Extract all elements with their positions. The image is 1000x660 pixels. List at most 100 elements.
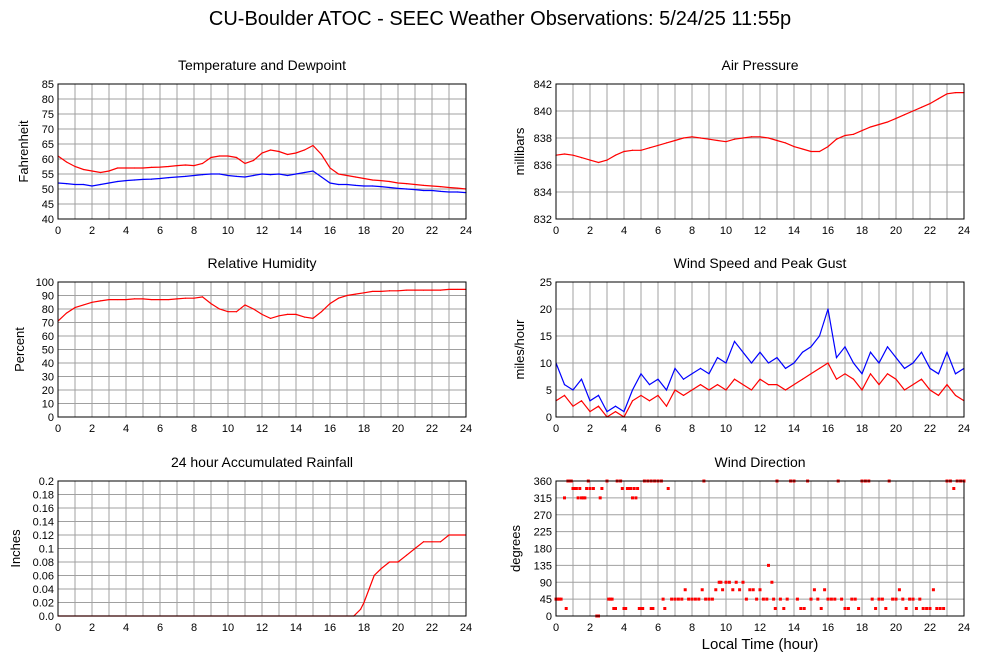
data-point (699, 137, 702, 139)
x-tick-label: 24 (460, 225, 472, 237)
data-point (346, 183, 348, 186)
data-point (665, 405, 668, 407)
data-point (719, 580, 723, 584)
data-point (227, 155, 229, 157)
data-point (269, 317, 272, 320)
data-point (852, 362, 855, 364)
data-point (682, 378, 685, 380)
data-point (252, 159, 255, 162)
data-point (895, 357, 897, 359)
data-point (699, 384, 702, 386)
y-tick-label: 834 (534, 187, 552, 199)
data-point (184, 297, 187, 299)
data-point (159, 177, 161, 180)
data-point (303, 316, 306, 318)
data-point (639, 607, 643, 610)
data-point (666, 487, 670, 490)
data-point (597, 161, 600, 164)
x-tick-label: 6 (655, 622, 661, 634)
data-point (371, 179, 374, 181)
x-tick-label: 18 (856, 225, 868, 237)
y-axis-label: millibars (512, 127, 527, 175)
data-point (676, 597, 680, 601)
data-point (819, 607, 823, 610)
x-tick-label: 24 (958, 423, 970, 435)
data-point (891, 597, 895, 601)
data-point (422, 189, 425, 192)
data-point (952, 487, 956, 490)
data-point (388, 290, 391, 292)
data-point (244, 176, 246, 178)
data-point (116, 167, 119, 169)
data-point (852, 133, 855, 135)
data-point (725, 141, 727, 143)
data-point (167, 177, 170, 179)
data-point (707, 597, 711, 601)
data-point (371, 290, 374, 293)
y-tick-label: 0.14 (33, 517, 54, 529)
data-point (946, 93, 948, 95)
data-point (850, 597, 854, 601)
data-point (614, 411, 617, 413)
data-point (750, 136, 753, 138)
y-tick-label: 0.04 (33, 584, 54, 596)
data-point (159, 298, 161, 301)
data-point (580, 496, 583, 500)
data-point (886, 373, 889, 375)
data-point (581, 496, 585, 500)
x-tick-label: 18 (856, 423, 868, 435)
data-point (142, 178, 144, 180)
data-point (320, 311, 323, 313)
y-tick-label: 0.12 (33, 530, 54, 542)
data-point (295, 173, 297, 175)
data-point (827, 145, 829, 148)
data-point (844, 373, 846, 375)
y-tick-label: 70 (42, 318, 54, 330)
data-point (827, 362, 829, 364)
x-tick-label: 4 (123, 423, 129, 435)
data-point (580, 157, 583, 159)
x-tick-label: 16 (324, 622, 336, 634)
y-tick-label: 5 (546, 385, 552, 397)
data-point (708, 138, 710, 140)
data-point (201, 174, 204, 176)
data-point (622, 607, 626, 610)
data-point (620, 487, 624, 490)
x-tick-label: 0 (553, 423, 559, 435)
data-point (150, 166, 153, 168)
data-point (812, 588, 816, 592)
data-point (793, 384, 795, 386)
data-point (901, 597, 905, 601)
data-point (252, 174, 255, 177)
data-point (632, 487, 636, 490)
x-tick-label: 20 (890, 622, 902, 634)
data-point (661, 597, 665, 601)
x-tick-label: 20 (392, 622, 404, 634)
x-tick-label: 14 (290, 423, 302, 435)
data-point (682, 394, 685, 396)
data-point (414, 189, 416, 191)
data-point (286, 153, 289, 156)
data-point (634, 496, 638, 500)
x-tick-label: 16 (822, 423, 834, 435)
data-point (818, 367, 821, 369)
data-point (818, 335, 821, 337)
y-tick-label: 0.06 (33, 571, 54, 583)
data-point (733, 138, 736, 140)
data-point (704, 597, 708, 601)
x-tick-label: 18 (358, 622, 370, 634)
data-point (572, 389, 574, 391)
data-point (456, 187, 459, 189)
data-point (278, 150, 280, 153)
y-tick-label: 360 (534, 476, 552, 488)
data-point (448, 534, 450, 536)
chart-title: Temperature and Dewpoint (178, 57, 346, 73)
x-tick-label: 24 (460, 423, 472, 435)
data-point (657, 394, 659, 396)
data-point (640, 394, 642, 396)
data-point (778, 597, 782, 601)
data-point (346, 294, 348, 297)
data-point (125, 298, 127, 301)
y-tick-label: 90 (540, 577, 552, 589)
data-point (422, 289, 425, 291)
